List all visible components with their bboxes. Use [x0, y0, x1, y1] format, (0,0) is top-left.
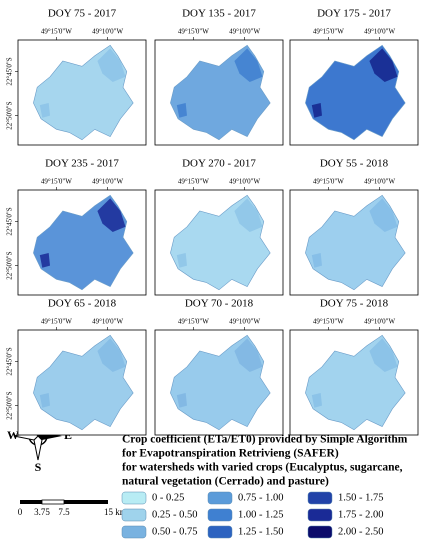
lat-label: 22°45'0"S: [6, 207, 14, 235]
lon-label: 49°15'0"W: [41, 28, 72, 36]
watershed-patch: [311, 393, 322, 408]
compass-arrow: [33, 435, 43, 461]
panel-title: DOY 70 - 2018: [185, 298, 254, 310]
panel-title: DOY 135 - 2017: [182, 8, 256, 20]
lon-label: 49°10'0"W: [229, 28, 260, 36]
watershed-patch: [39, 253, 50, 268]
watershed-patch: [176, 253, 187, 268]
watershed-patch: [311, 253, 322, 268]
map-panel: DOY 75 - 2018 49°15'0"W 49°10'0"W: [289, 298, 419, 436]
watershed-patch: [97, 198, 126, 232]
watershed-patch: [176, 103, 187, 118]
lon-label: 49°10'0"W: [364, 28, 395, 36]
legend-label: 0.50 - 0.75: [152, 526, 198, 537]
scale-seg: [41, 499, 65, 505]
legend-label: 2.00 - 2.50: [338, 526, 384, 537]
watershed-patch: [234, 48, 263, 82]
lon-label: 49°15'0"W: [41, 318, 72, 326]
panel-title: DOY 65 - 2018: [48, 298, 117, 310]
legend-label: 1.00 - 1.25: [238, 509, 284, 520]
legend-swatch: [307, 508, 333, 522]
lon-label: 49°15'0"W: [313, 318, 344, 326]
lon-label: 49°15'0"W: [178, 318, 209, 326]
lat-label: 22°50'0"S: [6, 251, 14, 279]
legend-title: natural vegetation (Cerrado) and pasture…: [122, 476, 329, 488]
lon-label: 49°10'0"W: [92, 28, 123, 36]
lon-label: 49°10'0"W: [364, 178, 395, 186]
panel-title: DOY 175 - 2017: [317, 8, 391, 20]
scale-label: 3.75: [34, 507, 50, 517]
legend-title: Crop coefficient (ETa/ET0) provided by S…: [122, 434, 408, 446]
watershed-patch: [369, 198, 398, 232]
legend-swatch: [207, 491, 233, 505]
legend-title: for Evapotranspiration Retrivieng (SAFER…: [122, 448, 339, 460]
legend-title: for watersheds with varied crops (Eucaly…: [122, 462, 403, 474]
map-panel: DOY 235 - 2017 49°15'0"W 49°10'0"W 22°45'0"…: [6, 158, 147, 296]
legend-label: 1.75 - 2.00: [338, 509, 384, 520]
map-panel: DOY 55 - 2018 49°15'0"W 49°10'0"W: [289, 158, 419, 296]
legend-label: 0.25 - 0.50: [152, 509, 198, 520]
scale-bar: 0 3.75 7.5 15 km: [18, 499, 127, 517]
map-panel: DOY 270 - 2017 49°15'0"W 49°10'0"W: [154, 158, 284, 296]
legend-swatch: [307, 491, 333, 505]
legend-label: 0 - 0.25: [152, 492, 184, 503]
scale-seg: [64, 500, 108, 504]
watershed-patch: [369, 338, 398, 372]
watershed-patch: [234, 338, 263, 372]
watershed-patch: [176, 393, 187, 408]
compass-s: S: [35, 460, 42, 474]
watershed-patch: [234, 198, 263, 232]
lat-label: 22°50'0"S: [6, 101, 14, 129]
map-panel: DOY 70 - 2018 49°15'0"W 49°10'0"W: [154, 298, 284, 436]
legend-swatch: [121, 508, 147, 522]
scale-label: 0: [18, 507, 23, 517]
watershed-patch: [97, 48, 126, 82]
panel-title: DOY 55 - 2018: [320, 158, 389, 170]
lat-label: 22°45'0"S: [6, 57, 14, 85]
legend-swatch: [207, 525, 233, 539]
lon-label: 49°15'0"W: [178, 28, 209, 36]
watershed-patch: [39, 393, 50, 408]
lon-label: 49°15'0"W: [313, 28, 344, 36]
panel-title: DOY 75 - 2017: [48, 8, 117, 20]
panel-title: DOY 270 - 2017: [182, 158, 256, 170]
legend-swatch: [207, 508, 233, 522]
watershed-patch: [39, 103, 50, 118]
watershed-patch: [311, 103, 322, 118]
watershed-patch: [369, 48, 398, 82]
scale-label: 15 km: [104, 507, 127, 517]
legend-label: 0.75 - 1.00: [238, 492, 284, 503]
panel-title: DOY 75 - 2018: [320, 298, 389, 310]
map-panel: DOY 65 - 2018 49°15'0"W 49°10'0"W 22°45'0"S…: [6, 298, 147, 436]
lon-label: 49°15'0"W: [178, 178, 209, 186]
legend-swatch: [307, 525, 333, 539]
lon-label: 49°10'0"W: [92, 178, 123, 186]
lon-label: 49°10'0"W: [92, 318, 123, 326]
lon-label: 49°15'0"W: [41, 178, 72, 186]
lat-label: 22°50'0"S: [6, 391, 14, 419]
compass-w: W: [7, 428, 19, 442]
legend-label: 1.25 - 1.50: [238, 526, 284, 537]
watershed-patch: [97, 338, 126, 372]
map-panel: DOY 135 - 2017 49°15'0"W 49°10'0"W: [154, 8, 284, 146]
lat-label: 22°45'0"S: [6, 347, 14, 375]
lon-label: 49°15'0"W: [313, 178, 344, 186]
lon-label: 49°10'0"W: [229, 318, 260, 326]
lon-label: 49°10'0"W: [364, 318, 395, 326]
legend-swatch: [121, 491, 147, 505]
legend-label: 1.50 - 1.75: [338, 492, 384, 503]
map-panel: DOY 75 - 2017 49°15'0"W 49°10'0"W 22°45'0"S…: [6, 8, 147, 146]
scale-seg: [20, 500, 42, 504]
map-panel: DOY 175 - 2017 49°15'0"W 49°10'0"W: [289, 8, 419, 146]
legend-swatch: [121, 525, 147, 539]
lon-label: 49°10'0"W: [229, 178, 260, 186]
scale-label: 7.5: [58, 507, 70, 517]
panel-title: DOY 235 - 2017: [45, 158, 119, 170]
